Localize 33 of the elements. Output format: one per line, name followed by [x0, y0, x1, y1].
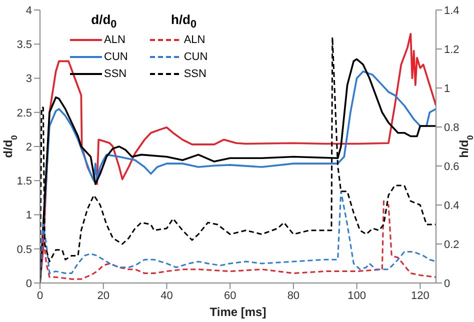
y2-tick-label: 0.8	[444, 122, 460, 134]
legend-label: SSN	[104, 68, 127, 80]
y-tick-label: 0	[26, 278, 32, 290]
x-tick-label: 40	[160, 290, 173, 302]
legend-label: ALN	[184, 34, 206, 46]
x-tick-label: 20	[97, 290, 110, 302]
y2-tick-label: 1	[444, 82, 450, 95]
y-tick-label: 3	[26, 73, 32, 86]
x-axis-title: Time [ms]	[210, 305, 266, 319]
y2-tick-label: 0.6	[444, 160, 460, 173]
y-tick-label: 0.5	[16, 244, 32, 256]
y-tick-label: 4	[26, 4, 32, 17]
y2-tick-label: 1.4	[444, 4, 460, 17]
y2-tick-label: 0.4	[444, 200, 460, 212]
x-tick-label: 120	[410, 290, 430, 302]
y-tick-label: 2	[26, 141, 32, 154]
legend-label: SSN	[184, 68, 206, 80]
legend-label: CUN	[184, 51, 208, 64]
y2-tick-label: 0.2	[444, 238, 460, 251]
y2-tick-label: 0	[444, 278, 450, 290]
y-tick-label: 2.5	[16, 107, 32, 120]
annotation: h/d$_{0}$	[171, 12, 197, 31]
x-tick-label: 80	[287, 290, 300, 302]
x-tick-label: 100	[348, 290, 366, 302]
y-tick-label: 1	[26, 210, 32, 222]
y-tick-label: 1.5	[16, 176, 32, 188]
x-tick-label: 0	[36, 290, 44, 302]
legend-label: ALN	[104, 34, 126, 46]
annotation: d/d$_{0}$	[91, 12, 117, 31]
y2-tick-label: 1.2	[444, 44, 460, 56]
y-tick-label: 3.5	[16, 39, 32, 52]
x-tick-label: 60	[224, 290, 236, 302]
legend-label: CUN	[104, 51, 128, 64]
